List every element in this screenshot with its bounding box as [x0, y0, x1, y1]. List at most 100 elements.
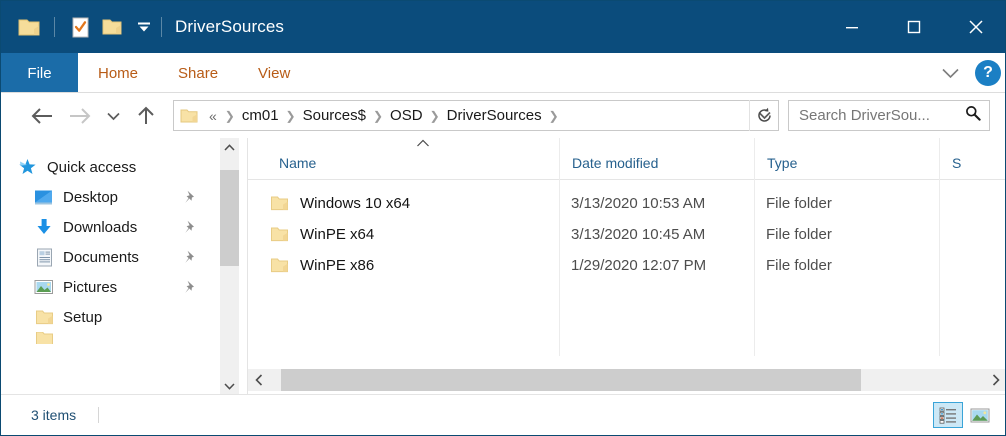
sidebar-label-downloads: Downloads	[63, 218, 138, 236]
tab-file[interactable]: File	[1, 53, 78, 93]
sidebar-item-pictures[interactable]: Pictures	[1, 272, 217, 302]
column-header-name[interactable]: Name	[248, 139, 559, 179]
pictures-icon	[33, 277, 55, 297]
breadcrumb-sep-3[interactable]: ❯	[429, 108, 440, 123]
sidebar-scrollbar-thumb[interactable]	[220, 170, 239, 266]
search-icon[interactable]	[965, 105, 981, 126]
refresh-icon[interactable]	[749, 100, 779, 131]
pin-icon[interactable]	[183, 250, 197, 265]
column-divider[interactable]	[559, 138, 560, 356]
tab-view[interactable]: View	[258, 64, 291, 82]
chevron-down-icon[interactable]	[750, 101, 778, 130]
sidebar-label-setup: Setup	[63, 308, 103, 326]
folder-icon	[270, 195, 289, 212]
horizontal-scrollbar-thumb[interactable]	[281, 369, 861, 391]
chevron-left-icon[interactable]	[248, 369, 270, 391]
breadcrumb: « ❯ cm01 ❯ Sources$ ❯ OSD ❯ DriverSource…	[174, 107, 750, 124]
table-row[interactable]: WinPE x86 1/29/2020 12:07 PM File folder	[248, 250, 1005, 281]
large-icons-view-icon[interactable]	[965, 402, 995, 428]
sidebar-label-quick-access: Quick access	[47, 158, 137, 176]
document-icon	[33, 247, 55, 267]
file-type-cell: File folder	[766, 195, 832, 212]
column-header-size[interactable]: S	[939, 147, 1005, 179]
search-placeholder: Search DriverSou...	[799, 107, 930, 124]
breadcrumb-sep-4[interactable]: ❯	[548, 108, 559, 123]
quick-access-toolbar	[1, 1, 156, 53]
chevron-right-icon[interactable]	[985, 369, 1005, 391]
file-rows: Windows 10 x64 3/13/2020 10:53 AM File f…	[248, 188, 1005, 281]
maximize-icon[interactable]	[883, 1, 945, 53]
toolbar-divider	[54, 17, 55, 37]
breadcrumb-item-sources[interactable]: Sources$	[302, 107, 366, 124]
pin-icon[interactable]	[183, 190, 197, 205]
pin-icon[interactable]	[183, 220, 197, 235]
breadcrumb-item-osd[interactable]: OSD	[390, 107, 423, 124]
sidebar-scrollbar[interactable]	[220, 138, 239, 396]
column-header-size-label: S	[952, 155, 962, 171]
file-name-cell: Windows 10 x64	[248, 195, 559, 212]
status-divider	[98, 407, 100, 423]
title-bar: DriverSources	[1, 1, 1005, 53]
window-controls	[821, 1, 1005, 53]
sidebar-item-desktop[interactable]: Desktop	[1, 182, 217, 212]
file-date-cell: 3/13/2020 10:53 AM	[571, 195, 706, 212]
header-divider	[248, 179, 1005, 180]
column-header-date-label: Date modified	[572, 155, 659, 171]
file-name-label: WinPE x64	[300, 226, 375, 243]
chevron-down-icon[interactable]	[220, 377, 239, 396]
file-name-label: Windows 10 x64	[300, 195, 411, 212]
search-input[interactable]: Search DriverSou...	[788, 100, 990, 131]
sidebar-label-desktop: Desktop	[63, 188, 119, 206]
pane-splitter[interactable]	[247, 138, 248, 396]
customize-dropdown-icon[interactable]	[132, 15, 156, 39]
chevron-down-icon[interactable]	[936, 64, 965, 83]
help-button[interactable]: ?	[975, 60, 1001, 86]
sidebar-item-setup[interactable]: Setup	[1, 302, 217, 332]
column-divider[interactable]	[939, 138, 940, 356]
title-divider	[161, 17, 162, 37]
back-button[interactable]	[23, 98, 61, 134]
breadcrumb-item-cm01[interactable]: cm01	[241, 107, 279, 124]
column-header-date-modified[interactable]: Date modified	[559, 147, 754, 179]
item-count-label: 3 items	[31, 407, 77, 423]
details-view-icon[interactable]	[933, 402, 963, 428]
minimize-icon[interactable]	[821, 1, 883, 53]
ribbon-tabs: File Home Share View ?	[1, 53, 1005, 93]
up-button[interactable]	[127, 98, 165, 134]
recent-locations-button[interactable]	[99, 98, 127, 134]
breadcrumb-sep-0[interactable]: ❯	[224, 108, 235, 123]
address-bar[interactable]: « ❯ cm01 ❯ Sources$ ❯ OSD ❯ DriverSource…	[173, 100, 779, 131]
table-row[interactable]: Windows 10 x64 3/13/2020 10:53 AM File f…	[248, 188, 1005, 219]
file-type-cell: File folder	[766, 226, 832, 243]
filelist-horizontal-scrollbar[interactable]	[248, 369, 1005, 391]
breadcrumb-item-driversources[interactable]: DriverSources	[446, 107, 542, 124]
forward-button[interactable]	[61, 98, 99, 134]
chevron-up-icon[interactable]	[220, 138, 239, 157]
explorer-folder-icon[interactable]	[17, 15, 41, 39]
sidebar-item-partial[interactable]	[1, 332, 217, 344]
sidebar-item-documents[interactable]: Documents	[1, 242, 217, 272]
breadcrumb-sep-2[interactable]: ❯	[372, 108, 384, 123]
properties-icon[interactable]	[68, 15, 92, 39]
desktop-icon	[33, 187, 55, 207]
tab-share[interactable]: Share	[178, 64, 219, 82]
tab-home[interactable]: Home	[98, 64, 139, 82]
navigation-pane: Quick access Desktop	[1, 138, 217, 396]
status-bar: 3 items	[1, 394, 1005, 435]
column-header-type[interactable]: Type	[754, 147, 939, 179]
column-divider[interactable]	[754, 138, 755, 356]
breadcrumb-overflow[interactable]: «	[209, 107, 217, 124]
breadcrumb-sep-1[interactable]: ❯	[285, 108, 296, 123]
view-toggle-group	[933, 402, 995, 428]
download-icon	[33, 217, 55, 237]
pin-icon[interactable]	[183, 280, 197, 295]
sidebar-label-documents: Documents	[63, 248, 139, 266]
column-header-name-label: Name	[279, 155, 317, 171]
sidebar-item-downloads[interactable]: Downloads	[1, 212, 217, 242]
new-folder-icon[interactable]	[100, 15, 124, 39]
sidebar-item-quick-access[interactable]: Quick access	[1, 152, 217, 182]
close-icon[interactable]	[945, 1, 1005, 53]
table-row[interactable]: WinPE x64 3/13/2020 10:45 AM File folder	[248, 219, 1005, 250]
file-name-cell: WinPE x64	[248, 226, 559, 243]
file-name-cell: WinPE x86	[248, 257, 559, 274]
